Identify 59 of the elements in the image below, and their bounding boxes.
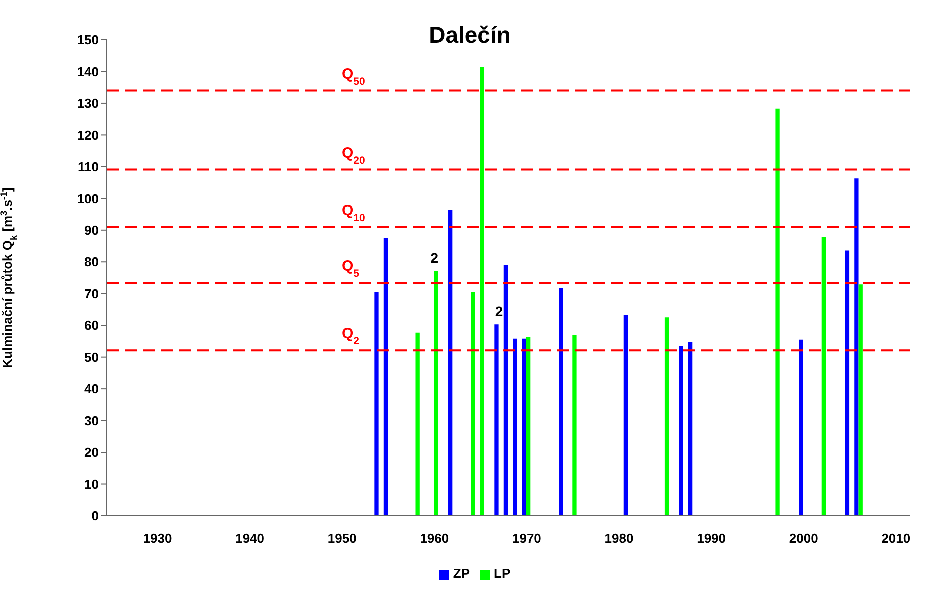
ref-line-label: Q$_{5}$ [342,258,360,280]
x-tick-label: 1990 [697,531,726,546]
y-tick-label: 40 [84,382,99,397]
legend-label: ZP [453,566,470,581]
y-tick-label: 150 [77,32,99,48]
bar [572,335,577,516]
x-tick-label: 2000 [789,531,818,546]
bar [688,342,693,516]
bar [384,238,388,516]
x-tick-label: 1950 [328,531,357,546]
chart-title: Dalečín [428,22,512,49]
ref-line-label: Q$_{50}$ [342,66,366,88]
bar [448,210,453,516]
bar [679,346,684,516]
x-tick-label: 1970 [512,531,542,546]
ref-line-label: Q$_{10}$ [342,202,366,225]
bar [494,324,499,516]
bar [822,237,826,516]
y-tick-label: 10 [84,476,99,492]
bar [513,338,518,516]
y-tick-label: 70 [84,286,99,302]
bar [471,292,476,516]
y-tick-label: 80 [84,254,99,270]
bar [664,318,670,516]
x-tick-label: 2010 [882,531,911,546]
bar [799,340,804,516]
y-tick-label: 20 [84,445,99,460]
ref-line-label: Q$_{2}$ [342,326,360,348]
bar [858,284,863,516]
bar [416,332,420,516]
bar [480,67,484,516]
bar [624,315,628,516]
bar [845,250,850,516]
bar [374,292,379,516]
y-tick-label: 100 [77,191,99,206]
ref-line-label: Q$_{20}$ [342,144,366,167]
bar [854,178,859,516]
y-tick-label: 140 [77,64,99,80]
y-tick-label: 90 [84,223,99,238]
bar [522,338,526,516]
annotation: 2 [495,304,504,320]
bar [559,288,564,516]
x-tick-label: 1980 [604,531,634,546]
bar [434,271,438,516]
x-tick-label: 1940 [236,531,265,546]
bar [504,264,508,516]
bar [526,337,531,516]
y-tick-label: 60 [84,318,99,334]
x-tick-label: 1960 [420,531,450,546]
bar [776,108,780,516]
y-tick-label: 30 [84,413,99,428]
legend-label: LP [494,566,511,581]
x-tick-label: 1930 [143,531,172,546]
annotation: 2 [430,250,439,266]
y-tick-label: 130 [77,96,99,112]
y-tick-label: 110 [78,160,99,175]
y-tick-label: 0 [92,508,99,524]
y-tick-label: 50 [84,350,99,365]
y-tick-label: 120 [77,128,99,143]
